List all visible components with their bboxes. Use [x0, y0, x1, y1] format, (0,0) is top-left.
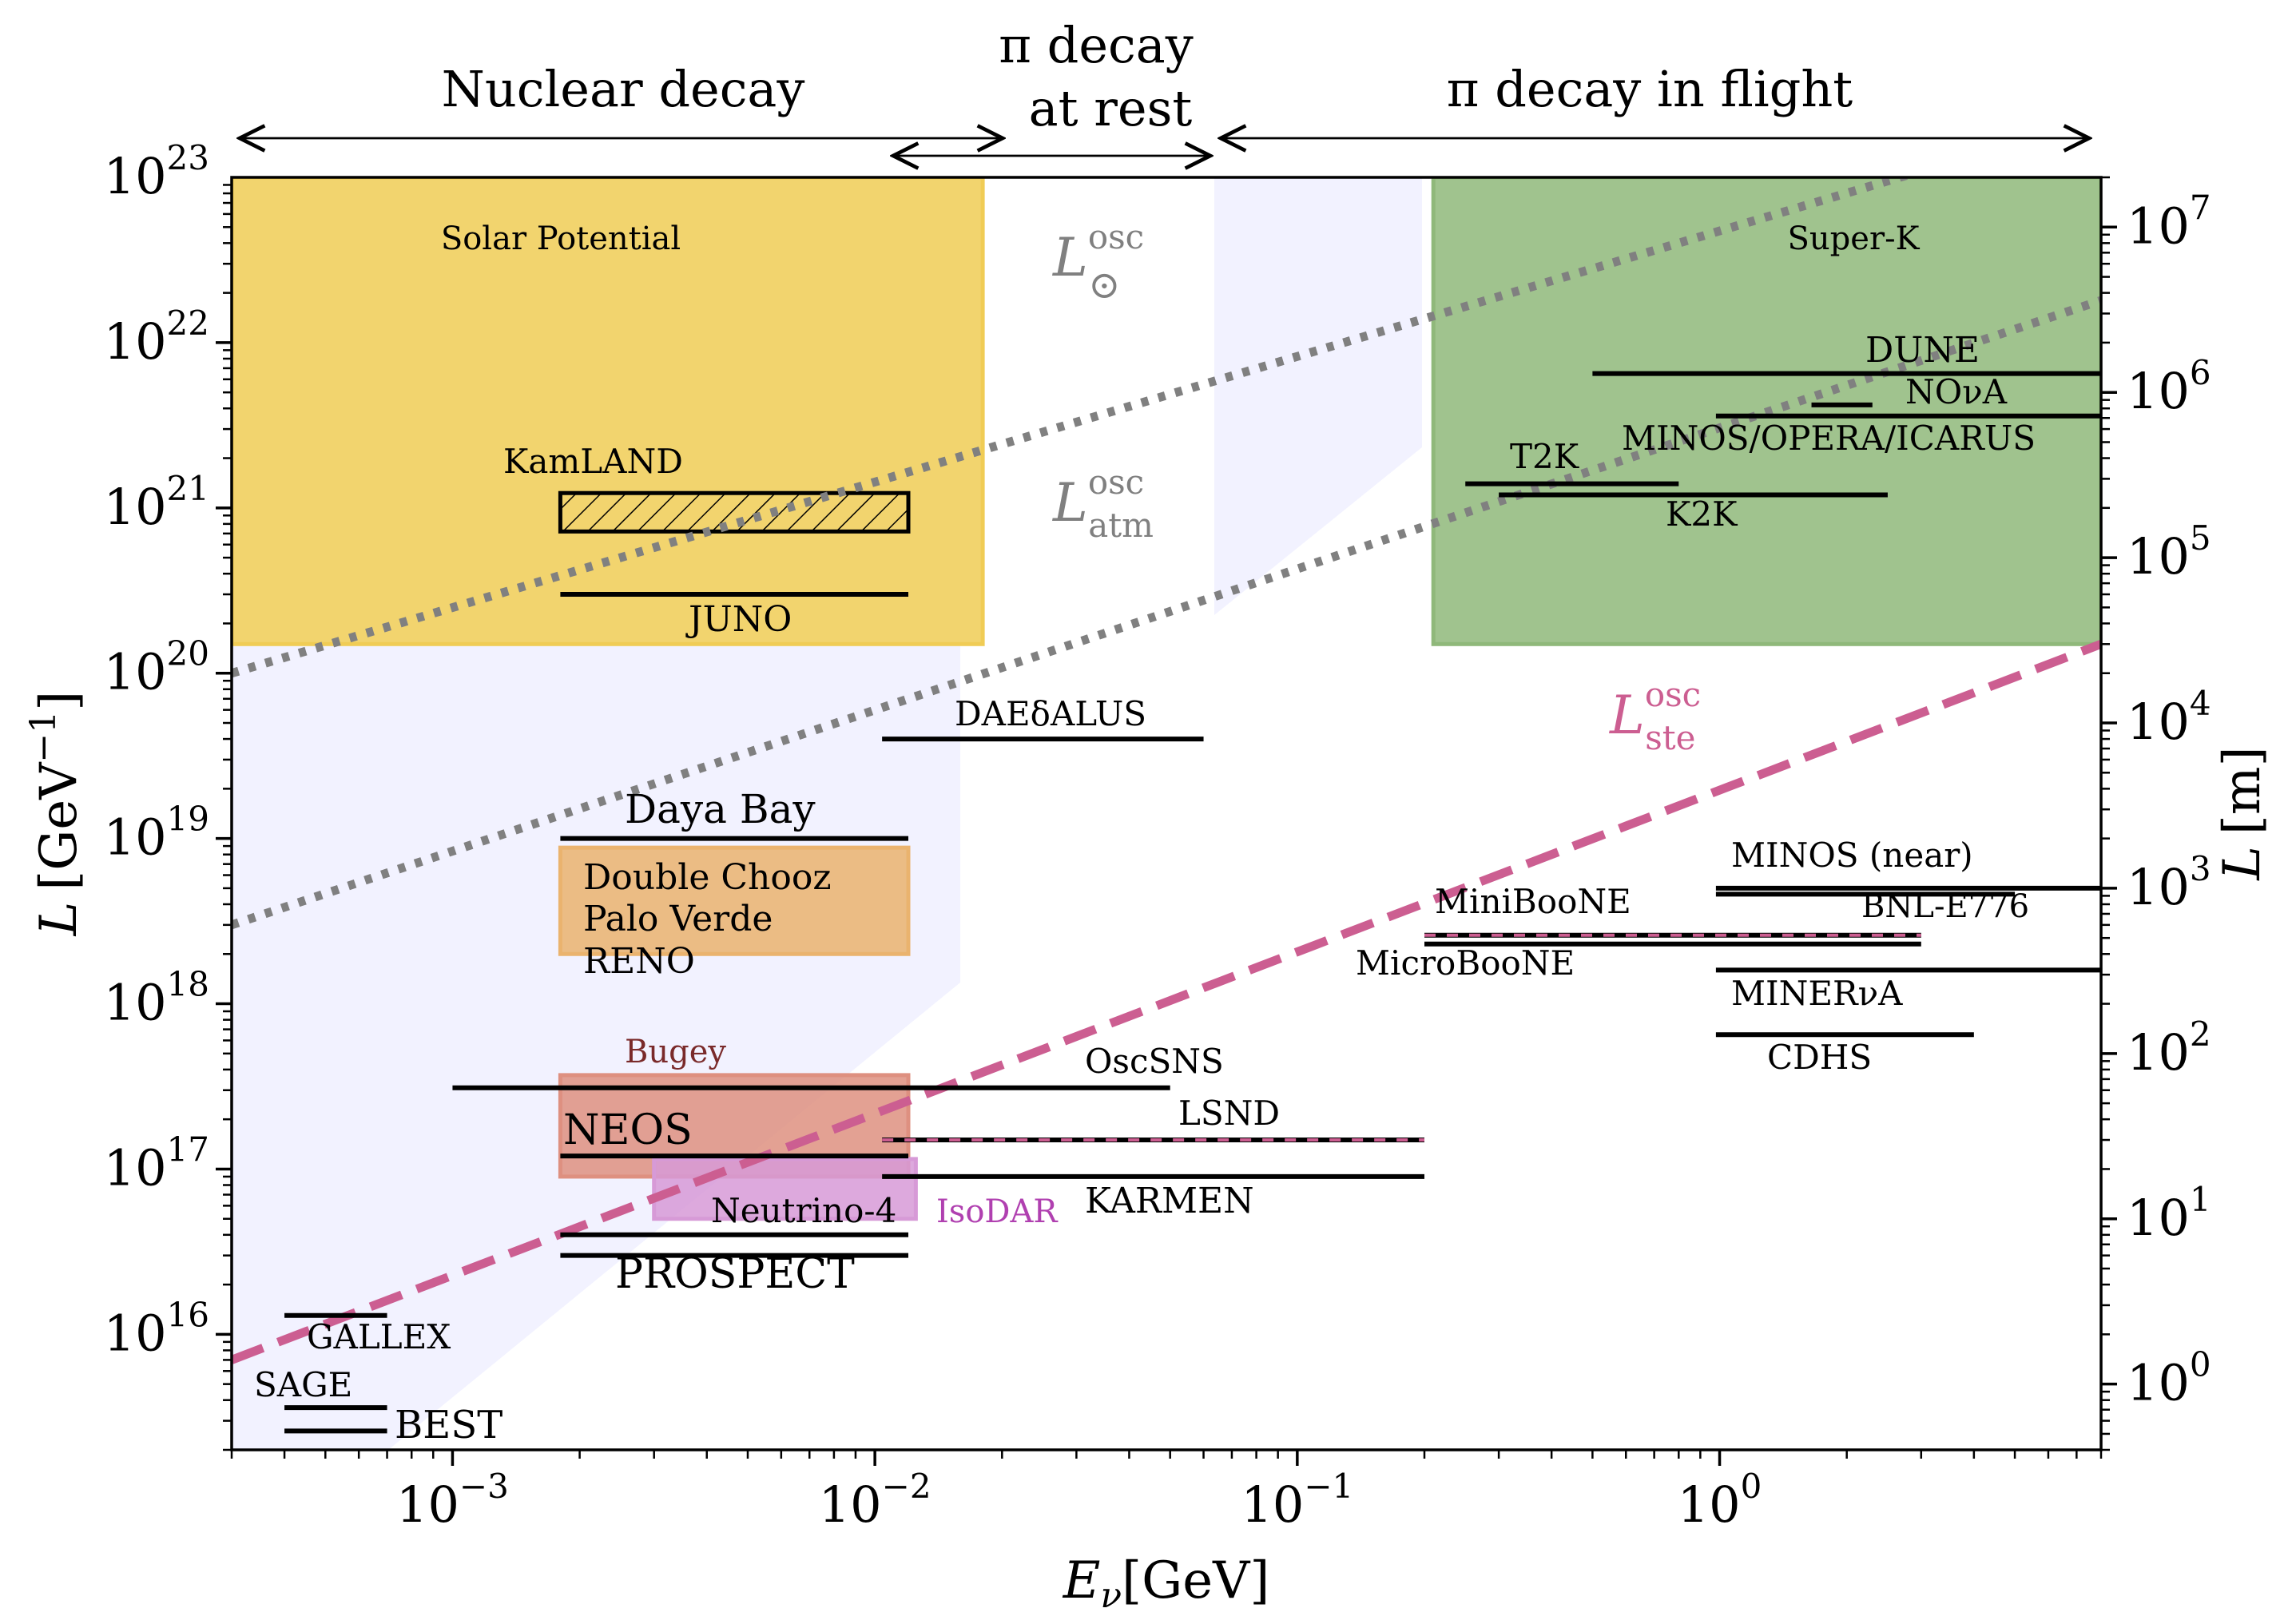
label-l-ste: Losc ste: [1609, 675, 1701, 757]
label-solar-potential: Solar Potential: [441, 220, 681, 257]
osc-line-l-atm: [232, 296, 2101, 930]
x-axis-label: Eν[GeV]: [1063, 1551, 1270, 1616]
y2-tick-label: 107: [2127, 188, 2211, 255]
y2-tick-label: 100: [2127, 1345, 2211, 1412]
label-daedalus: DAEδALUS: [955, 694, 1146, 733]
label-kamland: KamLAND: [503, 442, 683, 481]
x-tick-label: 10−1: [1241, 1467, 1353, 1534]
label-minerva: MINERνA: [1731, 974, 1903, 1013]
y2-tick-label: 103: [2127, 849, 2211, 916]
region-annotations: Nuclear decay π decay at rest π decay in…: [240, 16, 2089, 156]
region-label-dif: π decay in flight: [1447, 60, 1853, 118]
label-reno: RENO: [583, 941, 695, 982]
experiment-lines: [284, 371, 2101, 1434]
x-tick-label: 10−2: [819, 1467, 931, 1534]
axis-ticks: 10−3 10−2 10−1 100 1016 1017 1018 1019 1020 1021 1…: [104, 138, 2211, 1534]
y-tick-label: 1016: [104, 1295, 209, 1362]
experiment-labels: JUNO Daya Bay DAEδALUS OscSNS NEOS LSND …: [254, 330, 2036, 1447]
y2-tick-label: 102: [2127, 1015, 2211, 1082]
region-label-dar-line2: at rest: [1029, 79, 1193, 137]
plot-frame: [230, 176, 2103, 1451]
label-karmen: KARMEN: [1085, 1181, 1254, 1221]
x-tick-label: 10−3: [396, 1467, 509, 1534]
label-bugey: Bugey: [625, 1034, 726, 1070]
label-double-chooz: Double Chooz: [583, 857, 832, 898]
label-oscsns: OscSNS: [1085, 1042, 1224, 1081]
y-tick-label: 1018: [104, 965, 209, 1032]
label-neutrino-4: Neutrino-4: [711, 1191, 896, 1230]
label-bnl-e776: BNL-E776: [1861, 888, 2029, 925]
y2-axis-label: L[m]: [2213, 746, 2272, 880]
y2-tick-label: 105: [2127, 518, 2211, 586]
label-microboone: MicroBooNE: [1356, 943, 1575, 983]
label-miniboone: MiniBooNE: [1435, 882, 1631, 921]
nuclear-decay-band: [232, 643, 960, 1450]
label-l-atm: Losc atm: [1052, 463, 1154, 545]
area-double-chooz-palo-verde-reno: [558, 845, 911, 956]
label-minos-opera-icarus: MINOS/OPERA/ICARUS: [1622, 419, 2036, 458]
x-tick-label: 100: [1678, 1467, 1762, 1534]
region-label-dar-line1: π decay: [999, 16, 1194, 74]
y-tick-label: 1017: [104, 1130, 209, 1197]
y2-tick-label: 104: [2127, 684, 2211, 751]
label-minos-near: MINOS (near): [1731, 836, 1973, 875]
label-super-k: Super-K: [1788, 220, 1921, 257]
y2-tick-label: 106: [2127, 353, 2211, 420]
osc-line-l-ste: [232, 640, 2101, 1364]
label-palo-verde: Palo Verde: [583, 899, 773, 939]
y-tick-label: 1022: [104, 304, 209, 371]
label-k2k: K2K: [1666, 494, 1738, 534]
area-solar-potential: [232, 177, 985, 646]
decay-bands: [232, 177, 1422, 1450]
label-best: BEST: [395, 1403, 502, 1447]
label-l-sun: Losc ⊙: [1052, 217, 1144, 308]
oscillation-lines: [232, 177, 2101, 1364]
label-cdhs: CDHS: [1767, 1038, 1872, 1077]
y-tick-label: 1020: [104, 634, 209, 701]
area-isodar: [652, 1157, 918, 1221]
y-tick-label: 1019: [104, 800, 209, 867]
label-isodar: IsoDAR: [936, 1193, 1059, 1230]
y2-tick-label: 101: [2127, 1180, 2211, 1247]
label-gallex: GALLEX: [307, 1317, 451, 1356]
label-t2k: T2K: [1510, 437, 1580, 476]
label-dune: DUNE: [1865, 330, 1980, 371]
y-tick-label: 1021: [104, 469, 209, 536]
hatched-kamland: [558, 490, 911, 534]
label-lsnd: LSND: [1178, 1094, 1280, 1133]
label-neos: NEOS: [563, 1106, 693, 1154]
label-nova: NOνA: [1905, 372, 2008, 411]
dar-band: [1214, 177, 1422, 615]
region-label-nuclear: Nuclear decay: [442, 60, 805, 118]
y-tick-label: 1023: [104, 138, 209, 205]
label-daya-bay: Daya Bay: [625, 786, 816, 832]
label-juno: JUNO: [685, 599, 792, 640]
label-sage: SAGE: [254, 1365, 352, 1404]
label-prospect: PROSPECT: [615, 1250, 855, 1298]
shaded-areas: [232, 177, 2101, 1221]
y-axis-label: L[GeV−1]: [23, 691, 89, 937]
